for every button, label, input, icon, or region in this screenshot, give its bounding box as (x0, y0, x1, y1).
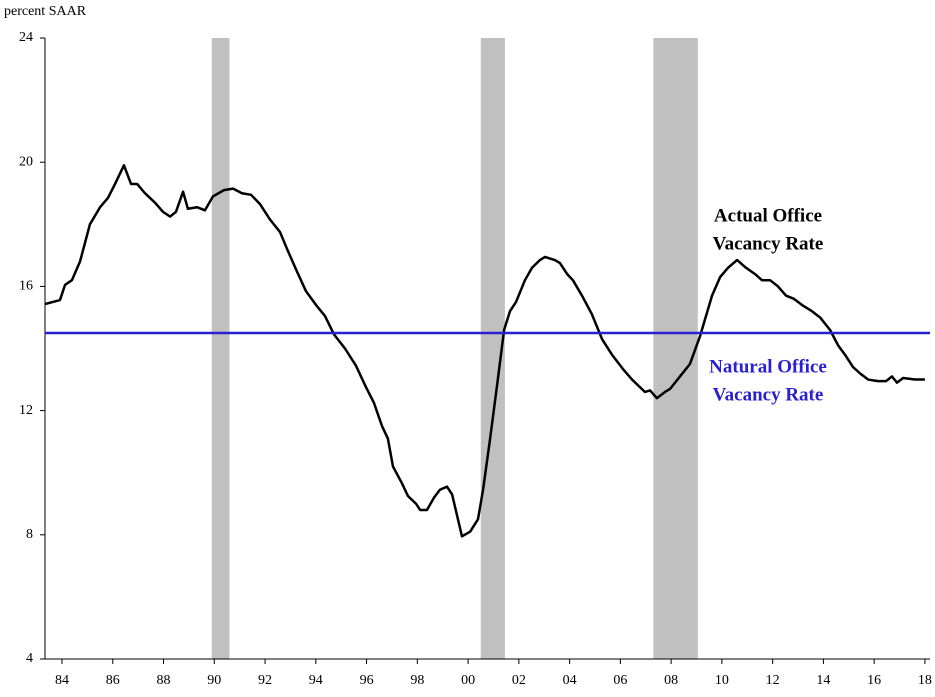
x-tick-label: 06 (613, 673, 627, 688)
x-tick-label: 00 (461, 673, 475, 688)
x-tick-label: 88 (157, 673, 171, 688)
x-tick-label: 02 (512, 673, 526, 688)
x-tick-label: 84 (55, 673, 69, 688)
x-tick-label: 92 (258, 673, 272, 688)
x-tick-label: 04 (563, 673, 577, 688)
y-tick-label: 4 (26, 651, 33, 666)
y-tick-label: 12 (19, 403, 33, 418)
x-tick-label: 08 (664, 673, 678, 688)
x-tick-label: 98 (410, 673, 424, 688)
x-tick-label: 14 (816, 673, 830, 688)
series-annotation: Actual Office (714, 205, 822, 226)
series-line (44, 164, 925, 538)
x-tick-label: 12 (766, 673, 780, 688)
x-tick-label: 86 (106, 673, 120, 688)
y-tick-label: 8 (26, 527, 33, 542)
y-tick-label: 16 (19, 279, 33, 294)
x-tick-label: 96 (360, 673, 374, 688)
x-tick-label: 10 (715, 673, 729, 688)
recession-band (653, 38, 698, 659)
series-annotation: Vacancy Rate (713, 233, 824, 254)
x-tick-label: 94 (309, 673, 323, 688)
y-tick-label: 20 (19, 154, 33, 169)
x-tick-label: 16 (867, 673, 881, 688)
y-axis-label: percent SAAR (4, 4, 87, 19)
x-tick-label: 90 (207, 673, 221, 688)
recession-band (211, 38, 230, 659)
series-annotation: Natural Office (709, 356, 827, 377)
x-tick-label: 18 (918, 673, 932, 688)
y-tick-label: 24 (19, 30, 33, 45)
series-annotation: Vacancy Rate (713, 384, 824, 405)
